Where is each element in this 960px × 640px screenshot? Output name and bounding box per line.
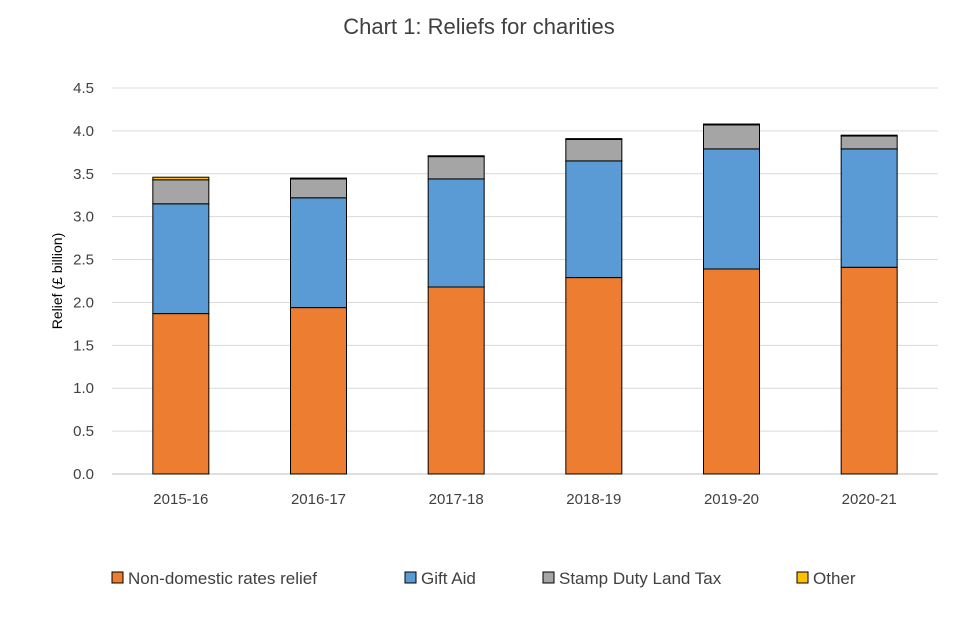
bar-segment [565,138,623,140]
bar-segment [290,177,347,180]
chart-title: Chart 1: Reliefs for charities [343,14,614,39]
y-tick-label: 4.0 [73,123,94,140]
legend-label: Stamp Duty Land Tax [559,569,722,588]
x-tick-label: 2019-20 [704,491,759,508]
legend-label: Gift Aid [421,569,476,588]
gridlines [112,87,938,475]
y-tick-label: 1.0 [73,380,94,397]
x-tick-label: 2015-16 [153,491,208,508]
bar-segment [565,138,623,162]
legend-label: Non-domestic rates relief [128,569,317,588]
bars [152,123,898,475]
legend-label: Other [813,569,856,588]
y-tick-label: 4.5 [73,80,94,97]
x-tick-label: 2017-18 [429,491,484,508]
y-tick-label: 2.0 [73,294,94,311]
bar-segment [840,134,898,137]
bar-segment [427,156,485,180]
bar-segment [427,155,485,158]
bar-segment [290,307,347,475]
bar-segment [565,277,623,475]
bar-segment [152,179,210,205]
x-tick-label: 2018-19 [566,491,621,508]
y-tick-label: 1.5 [73,337,94,354]
bar-segment [152,313,210,475]
bar-segment [290,178,347,199]
y-axis-label: Relief (£ billion) [49,233,65,329]
bar-segment [840,266,898,475]
y-tick-label: 3.5 [73,166,94,183]
x-tick-label: 2020-21 [842,491,897,508]
bar-segment [290,197,347,309]
bar-segment [152,176,210,181]
bar-segment [565,160,623,279]
bar-segment [840,135,898,150]
legend-swatch [404,571,417,584]
legend: Non-domestic rates relief Gift Aid Stamp D… [111,569,856,588]
legend-swatch [542,571,555,584]
y-tick-label: 0.5 [73,423,94,440]
bar-segment [840,148,898,268]
bar-segment [427,178,485,288]
legend-swatch [111,571,124,584]
y-tick-label: 2.5 [73,252,94,269]
x-tick-label: 2016-17 [291,491,346,508]
bar-segment [152,203,210,315]
bar-segment [703,124,760,150]
bar-segment [703,268,760,475]
bar-segment [427,286,485,475]
y-tick-label: 0.0 [73,466,94,483]
legend-swatch [796,571,809,584]
bar-segment [703,148,760,270]
bar-segment [703,123,760,126]
x-tick-labels: 2015-16 2016-17 2017-18 2018-19 2019-20 2020-… [153,491,896,508]
y-tick-labels: 0.0 0.5 1.0 1.5 2.0 2.5 3.0 3.5 4.0 4.5 [73,80,94,483]
y-tick-label: 3.0 [73,209,94,226]
